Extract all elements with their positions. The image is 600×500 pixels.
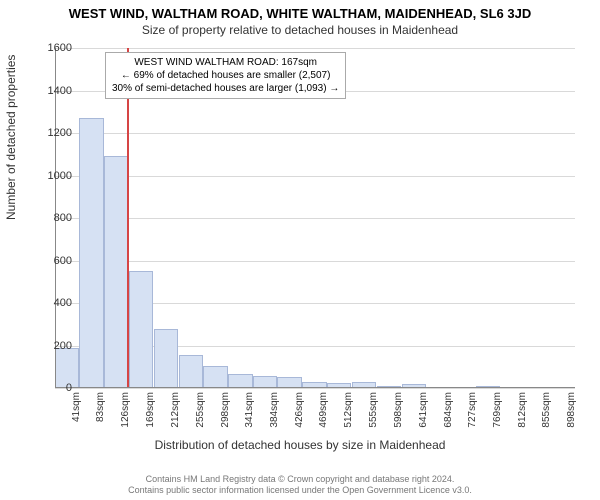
x-tick-label: 341sqm <box>244 392 255 428</box>
x-tick-label: 641sqm <box>418 392 429 428</box>
y-tick-label: 1000 <box>32 170 72 182</box>
x-tick-label: 255sqm <box>195 392 206 428</box>
y-tick-label: 1600 <box>32 42 72 54</box>
annotation-line-3: 30% of semi-detached houses are larger (… <box>112 82 339 95</box>
gridline <box>55 133 575 134</box>
x-tick-label: 812sqm <box>517 392 528 428</box>
y-tick-label: 400 <box>32 297 72 309</box>
histogram-bar <box>179 355 203 388</box>
chart-footer: Contains HM Land Registry data © Crown c… <box>0 474 600 496</box>
x-tick-label: 298sqm <box>220 392 231 428</box>
x-tick-label: 769sqm <box>492 392 503 428</box>
x-tick-label: 598sqm <box>393 392 404 428</box>
y-tick-label: 1400 <box>32 85 72 97</box>
y-tick-label: 200 <box>32 340 72 352</box>
x-axis <box>55 387 575 388</box>
gridline <box>55 176 575 177</box>
x-tick-label: 169sqm <box>145 392 156 428</box>
histogram-bar <box>104 156 128 388</box>
gridline <box>55 48 575 49</box>
x-tick-label: 384sqm <box>269 392 280 428</box>
gridline <box>55 388 575 389</box>
x-tick-label: 855sqm <box>541 392 552 428</box>
annotation-box: WEST WIND WALTHAM ROAD: 167sqm← 69% of d… <box>105 52 346 99</box>
annotation-line-1: WEST WIND WALTHAM ROAD: 167sqm <box>112 56 339 69</box>
footer-line-1: Contains HM Land Registry data © Crown c… <box>0 474 600 485</box>
x-tick-label: 555sqm <box>368 392 379 428</box>
y-tick-label: 600 <box>32 255 72 267</box>
x-tick-label: 727sqm <box>467 392 478 428</box>
histogram-bar <box>203 366 227 388</box>
plot-area: WEST WIND WALTHAM ROAD: 167sqm← 69% of d… <box>55 48 575 388</box>
y-axis-label: Number of detached properties <box>4 55 18 220</box>
x-tick-label: 212sqm <box>170 392 181 428</box>
x-tick-label: 83sqm <box>95 392 106 422</box>
x-tick-label: 41sqm <box>71 392 82 422</box>
annotation-line-2: ← 69% of detached houses are smaller (2,… <box>112 69 339 82</box>
histogram-bar <box>129 271 153 388</box>
x-axis-label: Distribution of detached houses by size … <box>0 438 600 452</box>
x-tick-label: 426sqm <box>294 392 305 428</box>
x-tick-label: 469sqm <box>318 392 329 428</box>
x-tick-label: 512sqm <box>343 392 354 428</box>
x-tick-label: 126sqm <box>120 392 131 428</box>
histogram-bar <box>79 118 103 388</box>
histogram-bar <box>228 374 252 388</box>
gridline <box>55 218 575 219</box>
y-tick-label: 0 <box>32 382 72 394</box>
chart-subtitle: Size of property relative to detached ho… <box>0 21 600 37</box>
x-tick-label: 898sqm <box>566 392 577 428</box>
chart-container: WEST WIND, WALTHAM ROAD, WHITE WALTHAM, … <box>0 0 600 500</box>
y-tick-label: 800 <box>32 212 72 224</box>
histogram-bar <box>154 329 178 389</box>
chart-title: WEST WIND, WALTHAM ROAD, WHITE WALTHAM, … <box>0 0 600 21</box>
footer-line-2: Contains public sector information licen… <box>0 485 600 496</box>
x-tick-label: 684sqm <box>443 392 454 428</box>
reference-line <box>127 48 129 388</box>
y-tick-label: 1200 <box>32 127 72 139</box>
gridline <box>55 261 575 262</box>
